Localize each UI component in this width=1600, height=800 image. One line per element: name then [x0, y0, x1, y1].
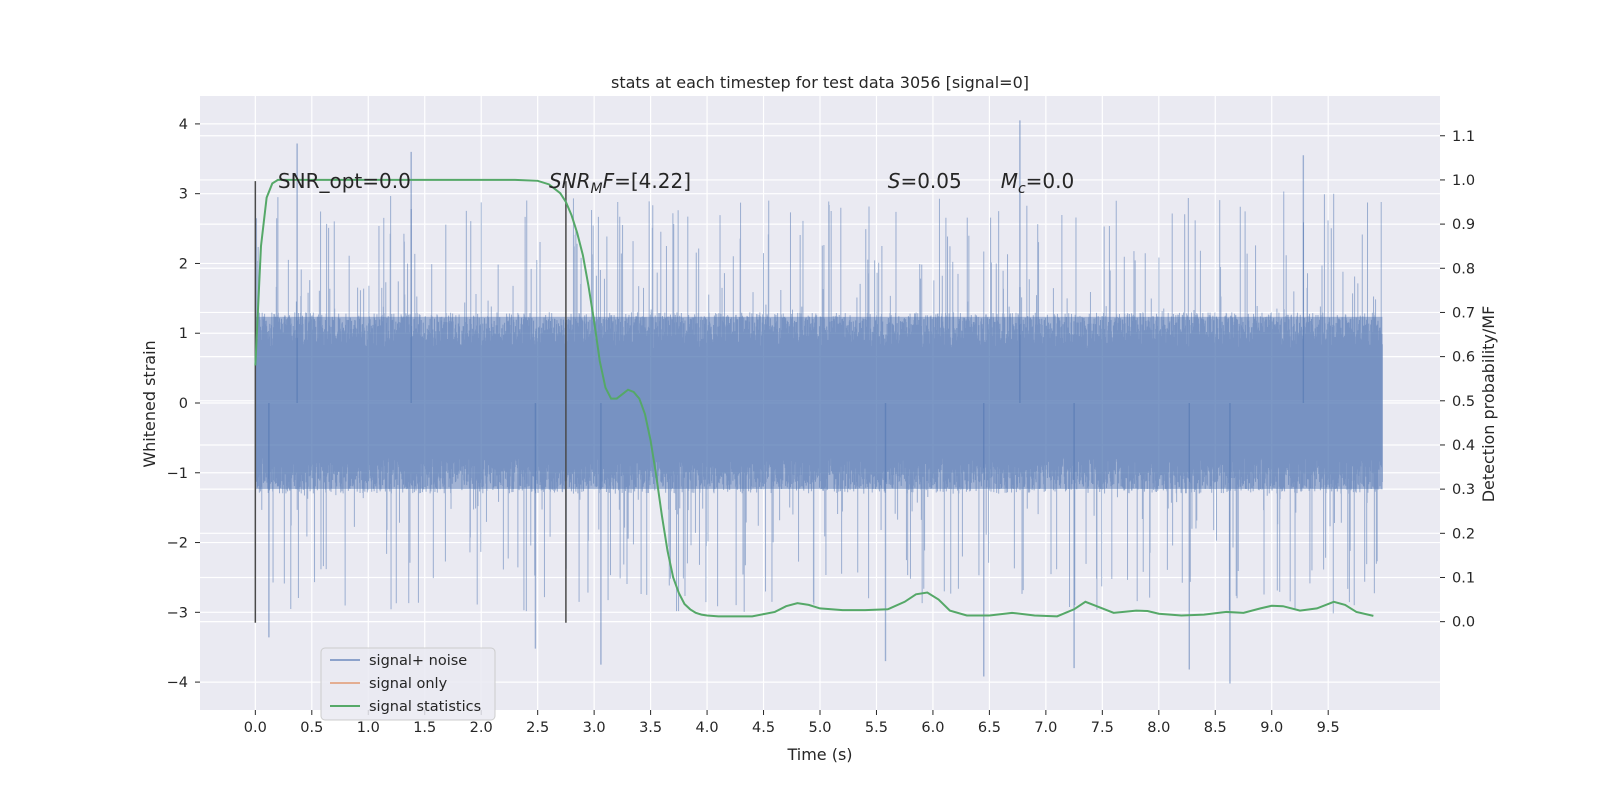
y-right-tick-label: 0.2 — [1452, 526, 1475, 542]
y-left-tick-label: −1 — [167, 466, 188, 482]
signal-noise-core — [255, 316, 1383, 490]
y-left-tick-label: 4 — [179, 117, 188, 133]
annotation-mc-val: Mc=0.0 — [1001, 169, 1075, 197]
y-right-tick-label: 0.3 — [1452, 482, 1475, 498]
y-left-tick-label: 1 — [179, 326, 188, 342]
y-right-axis-label: Detection probability/MF — [1479, 306, 1498, 503]
x-tick-label: 4.5 — [752, 720, 775, 736]
legend: signal+ noise signal only signal statist… — [320, 647, 496, 721]
y-right-tick-label: 0.1 — [1452, 570, 1475, 586]
y-right-tick-label: 0.5 — [1452, 394, 1475, 410]
x-tick-label: 5.0 — [808, 720, 831, 736]
x-tick-label: 1.5 — [413, 720, 436, 736]
legend-label-signal-noise: signal+ noise — [369, 653, 467, 669]
y-left-axis-ticks: 4 3 2 1 0 −1 −2 −3 −4 — [167, 117, 200, 691]
y-right-tick-label: 0.0 — [1452, 615, 1475, 631]
x-tick-label: 0.0 — [244, 720, 267, 736]
x-tick-label: 1.0 — [357, 720, 380, 736]
y-left-tick-label: 3 — [179, 187, 188, 203]
signal-statistics-series — [254, 178, 1374, 618]
signal-statistics-line — [254, 178, 1374, 618]
x-tick-label: 9.0 — [1260, 720, 1283, 736]
y-right-tick-label: 0.9 — [1452, 217, 1475, 233]
x-tick-label: 5.5 — [865, 720, 888, 736]
x-tick-label: 8.5 — [1204, 720, 1227, 736]
x-tick-label: 3.5 — [639, 720, 662, 736]
x-axis-ticks: 0.0 0.5 1.0 1.5 2.0 2.5 3.0 3.5 4.0 4.5 5.0 5.5 6.0 6… — [244, 710, 1340, 736]
y-left-tick-label: 0 — [179, 396, 188, 412]
annotation-snr-mf: SNRMF=[4.22] — [549, 169, 691, 197]
y-right-axis-ticks: 1.1 1.0 0.9 0.8 0.7 0.6 0.5 0.4 0.3 0.2 0.1 0.0 — [1440, 129, 1475, 631]
y-left-axis-label: Whitened strain — [140, 340, 159, 467]
y-right-tick-label: 0.4 — [1452, 438, 1475, 454]
x-tick-label: 4.0 — [696, 720, 719, 736]
annotation-snr-opt: SNR_opt=0.0 — [278, 169, 411, 193]
x-tick-label: 2.5 — [526, 720, 549, 736]
x-axis-label: Time (s) — [786, 745, 852, 764]
y-right-tick-label: 0.7 — [1452, 305, 1475, 321]
x-tick-label: 7.0 — [1034, 720, 1057, 736]
y-right-tick-label: 1.1 — [1452, 129, 1475, 145]
y-left-tick-label: −4 — [167, 675, 188, 691]
legend-label-signal-statistics: signal statistics — [369, 699, 481, 715]
y-left-tick-label: 2 — [179, 256, 188, 272]
legend-box — [320, 647, 496, 721]
vertical-markers — [254, 181, 567, 623]
x-tick-label: 3.0 — [583, 720, 606, 736]
x-tick-label: 2.0 — [470, 720, 493, 736]
y-right-tick-label: 1.0 — [1452, 173, 1475, 189]
chart-title: stats at each timestep for test data 305… — [611, 73, 1029, 92]
x-tick-label: 9.5 — [1317, 720, 1340, 736]
x-tick-label: 7.5 — [1091, 720, 1114, 736]
x-tick-label: 0.5 — [300, 720, 323, 736]
x-tick-label: 6.5 — [978, 720, 1001, 736]
signal-noise-series — [254, 120, 1383, 684]
y-right-tick-label: 0.8 — [1452, 261, 1475, 277]
x-tick-label: 8.0 — [1147, 720, 1170, 736]
x-tick-label: 6.0 — [921, 720, 944, 736]
legend-label-signal-only: signal only — [369, 676, 448, 692]
annotation-s-val: S=0.05 — [888, 169, 962, 193]
annotations: SNR_opt=0.0 SNRMF=[4.22] S=0.05 Mc=0.0 — [278, 169, 1074, 197]
y-right-tick-label: 0.6 — [1452, 350, 1475, 366]
y-left-tick-label: −2 — [167, 536, 188, 552]
y-left-tick-label: −3 — [167, 605, 188, 621]
